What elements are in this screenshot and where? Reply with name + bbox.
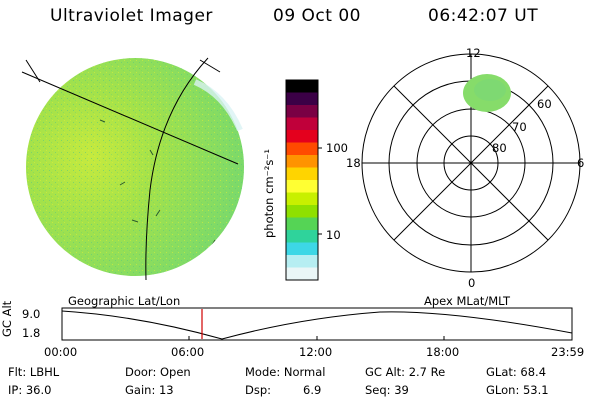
date-label: 09 Oct 00 bbox=[273, 6, 361, 26]
time-label: 06:42:07 UT bbox=[428, 6, 539, 26]
colorbar-swatch bbox=[286, 242, 318, 256]
colorbar-swatch bbox=[286, 167, 318, 181]
xtick-1800: 18:00 bbox=[426, 345, 460, 359]
colorbar bbox=[285, 79, 319, 281]
door-info: Door: Open bbox=[125, 365, 191, 379]
dsp-label: Dsp: bbox=[245, 383, 272, 397]
gc-alt-info: GC Alt: 2.7 Re bbox=[365, 365, 446, 379]
apex-panel-label: Apex MLat/MLT bbox=[424, 294, 511, 308]
altitude-ytick-9: 9.0 bbox=[22, 307, 41, 321]
colorbar-swatch bbox=[286, 192, 318, 206]
ip-info: IP: 36.0 bbox=[8, 383, 52, 397]
colorbar-swatch bbox=[286, 180, 318, 193]
colorbar-swatch bbox=[286, 217, 318, 231]
mlt-label-6: 6 bbox=[577, 156, 585, 170]
geographic-panel-label: Geographic Lat/Lon bbox=[68, 294, 181, 308]
mode-info: Mode: Normal bbox=[245, 365, 326, 379]
colorbar-tick-10: 10 bbox=[326, 228, 341, 242]
dsp-value: 6.9 bbox=[303, 383, 322, 397]
lat-label-80: 80 bbox=[492, 141, 507, 155]
geo-grid-lines bbox=[21, 57, 239, 281]
colorbar-swatch bbox=[286, 155, 318, 168]
colorbar-swatch bbox=[286, 205, 318, 218]
colorbar-tick-100: 100 bbox=[326, 141, 348, 155]
lat-label-60: 60 bbox=[537, 97, 552, 111]
colorbar-ticks bbox=[318, 147, 322, 235]
polar-plot bbox=[361, 53, 581, 273]
aurora-oval bbox=[463, 74, 511, 112]
colorbar-swatch bbox=[286, 130, 318, 143]
seq-info: Seq: 39 bbox=[365, 383, 409, 397]
xtick-1200: 12:00 bbox=[299, 345, 333, 359]
mlt-label-0: 0 bbox=[468, 276, 476, 290]
glon-info: GLon: 53.1 bbox=[486, 383, 549, 397]
colorbar-swatch bbox=[286, 142, 318, 156]
altitude-ytick-1-8: 1.8 bbox=[22, 326, 41, 340]
altitude-ylabel: GC Alt bbox=[0, 300, 14, 337]
glat-info: GLat: 68.4 bbox=[486, 365, 547, 379]
colorbar-swatch bbox=[286, 117, 318, 131]
colorbar-swatch bbox=[286, 255, 318, 268]
xtick-0600: 06:00 bbox=[171, 345, 205, 359]
altitude-plot bbox=[61, 307, 573, 341]
filter-info: Flt: LBHL bbox=[8, 365, 60, 379]
colorbar-swatch bbox=[286, 230, 318, 243]
xtick-2359: 23:59 bbox=[551, 345, 585, 359]
colorbar-swatch bbox=[286, 80, 318, 93]
earth-disk-image bbox=[26, 58, 244, 276]
mlt-label-12: 12 bbox=[466, 46, 481, 60]
colorbar-border bbox=[285, 79, 319, 281]
colorbar-swatch bbox=[286, 105, 318, 118]
gain-info: Gain: 13 bbox=[125, 383, 174, 397]
instrument-title: Ultraviolet Imager bbox=[50, 6, 213, 26]
colorbar-swatch bbox=[286, 92, 318, 106]
mlt-label-18: 18 bbox=[346, 156, 361, 170]
xtick-0000: 00:00 bbox=[44, 345, 78, 359]
lat-label-70: 70 bbox=[512, 120, 527, 134]
colorbar-unit-label: photon cm⁻²s⁻¹ bbox=[262, 149, 276, 238]
colorbar-swatch bbox=[286, 267, 318, 281]
